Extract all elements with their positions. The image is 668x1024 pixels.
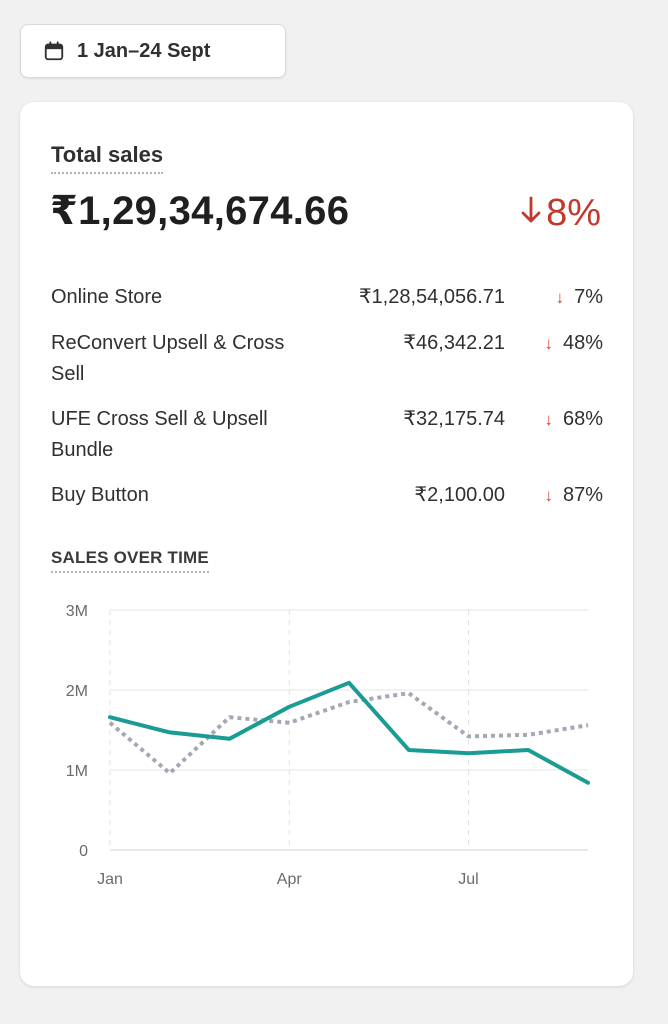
y-tick-label: 2M <box>66 683 88 700</box>
channel-label: Buy Button <box>51 484 149 506</box>
date-range-label: 1 Jan–24 Sept <box>77 39 211 62</box>
channel-change: ↓ 68% <box>544 404 603 435</box>
card-title[interactable]: Total sales <box>51 142 164 174</box>
channel-change-value: 48% <box>562 332 603 354</box>
total-sales-card: Total sales ₹1,29,34,674.66 8% Online St… <box>20 102 633 986</box>
arrow-down-icon: ↓ <box>544 334 553 353</box>
channel-change: ↓ 48% <box>544 328 603 359</box>
breakdown-row-buy-button[interactable]: Buy Button ₹2,100.00 ↓ 87% <box>51 480 603 526</box>
arrow-down-icon: ↓ <box>544 486 553 505</box>
channel-label: ReConvert Upsell & Cross Sell <box>51 332 285 385</box>
channel-value: ₹46,342.21 <box>403 332 505 354</box>
date-range-button[interactable]: 1 Jan–24 Sept <box>20 24 286 78</box>
arrow-down-icon: ↓ <box>544 410 553 429</box>
x-tick-label: Jan <box>97 871 123 888</box>
channel-value: ₹2,100.00 <box>414 484 505 506</box>
channel-label: UFE Cross Sell & Upsell Bundle <box>51 408 268 461</box>
channel-change-value: 87% <box>562 484 603 506</box>
current-series-line <box>108 680 590 785</box>
channel-change-value: 68% <box>562 408 603 430</box>
comparison-series-line <box>108 691 589 776</box>
total-sales-change: 8% <box>520 192 601 235</box>
breakdown-row-reconvert[interactable]: ReConvert Upsell & Cross Sell ₹46,342.21… <box>51 328 603 404</box>
breakdown-row-ufe[interactable]: UFE Cross Sell & Upsell Bundle ₹32,175.7… <box>51 404 603 480</box>
arrow-down-icon: ↓ <box>555 288 565 307</box>
x-tick-label: Apr <box>277 871 303 888</box>
channel-change-value: 7% <box>574 286 603 308</box>
breakdown-row-online-store[interactable]: Online Store ₹1,28,54,056.71 ↓ 7% <box>51 282 603 328</box>
y-tick-label: 1M <box>66 763 88 780</box>
total-sales-value: ₹1,29,34,674.66 <box>50 189 350 233</box>
sales-over-time-chart[interactable]: 0 1M 2M 3M Jan Apr Jul <box>20 582 633 912</box>
sales-channel-breakdown: Online Store ₹1,28,54,056.71 ↓ 7% ReConve… <box>51 282 603 526</box>
sales-over-time-title[interactable]: SALES OVER TIME <box>51 548 209 573</box>
arrow-down-icon <box>520 195 542 233</box>
y-tick-label: 3M <box>66 603 88 620</box>
channel-value: ₹32,175.74 <box>403 408 505 430</box>
channel-change: ↓ 87% <box>544 480 603 511</box>
total-change-value: 8% <box>546 192 601 234</box>
x-tick-label: Jul <box>458 871 478 888</box>
calendar-icon <box>44 41 64 61</box>
channel-label: Online Store <box>51 286 163 308</box>
y-tick-label: 0 <box>79 843 88 860</box>
channel-change: ↓ 7% <box>556 282 603 313</box>
channel-value: ₹1,28,54,056.71 <box>358 286 505 308</box>
